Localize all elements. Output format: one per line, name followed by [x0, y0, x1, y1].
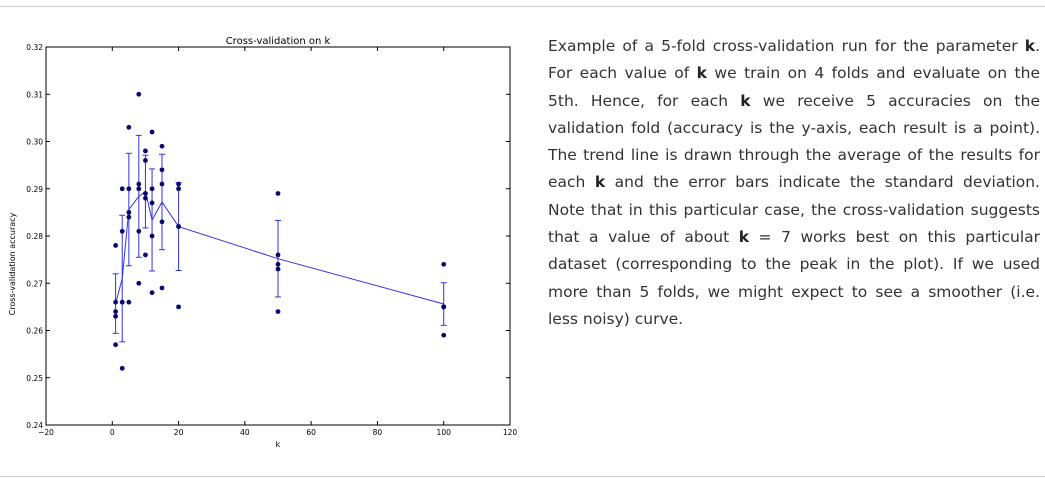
y-tick-label: 0.26 — [26, 327, 43, 336]
param-k: k — [740, 91, 751, 110]
y-tick-label: 0.28 — [26, 232, 43, 241]
data-point — [136, 280, 142, 286]
y-tick-label: 0.30 — [26, 138, 43, 147]
data-point — [143, 148, 148, 154]
data-point — [149, 129, 155, 135]
data-point — [441, 332, 447, 338]
data-point — [113, 342, 118, 348]
y-tick-label: 0.27 — [26, 279, 43, 288]
caption-text: Example of a 5-fold cross-validation run… — [548, 37, 1025, 55]
data-point — [149, 290, 155, 296]
param-k: k — [1024, 37, 1036, 55]
data-point — [159, 181, 165, 187]
x-tick-label: 20 — [174, 428, 184, 437]
bottom-divider — [0, 476, 1045, 477]
data-point — [143, 191, 148, 196]
y-tick-label: 0.32 — [26, 43, 43, 52]
data-point — [126, 214, 132, 220]
data-point — [136, 91, 142, 97]
data-point — [143, 252, 148, 258]
data-point — [136, 181, 142, 187]
y-tick-label: 0.24 — [26, 421, 43, 430]
y-tick-label: 0.29 — [26, 185, 43, 194]
data-point — [159, 219, 165, 225]
x-axis-label: k — [276, 440, 281, 449]
data-point — [275, 309, 281, 314]
data-point — [159, 143, 165, 149]
data-point — [143, 195, 148, 201]
caption-text: we receive 5 accuracies on the validatio… — [548, 91, 1040, 192]
param-k: k — [594, 173, 606, 192]
data-point — [176, 224, 181, 229]
chart-title: Cross-validation on k — [226, 36, 331, 47]
x-tick-label: 60 — [306, 428, 316, 437]
data-point — [149, 186, 155, 192]
data-point — [149, 233, 155, 239]
data-point — [176, 304, 181, 310]
data-point — [126, 124, 132, 130]
data-point — [149, 200, 155, 206]
data-point — [275, 191, 281, 196]
data-point — [159, 285, 165, 291]
data-point — [113, 299, 118, 305]
top-divider — [0, 6, 1045, 7]
data-point — [176, 181, 181, 187]
caption-text: and the error bars indicate the standard… — [548, 173, 1040, 247]
data-point — [119, 365, 125, 371]
data-point — [113, 243, 118, 248]
data-point — [119, 228, 125, 234]
param-k: k — [738, 228, 750, 247]
data-point — [275, 252, 281, 258]
y-tick-label: 0.31 — [26, 90, 43, 99]
data-point — [275, 266, 281, 272]
y-tick-label: 0.25 — [26, 374, 43, 383]
figure-caption: Example of a 5-fold cross-validation run… — [548, 33, 1040, 333]
x-tick-label: 0 — [110, 428, 115, 437]
plot-area: −20 0 20 40 60 80 100 120 0.24 0.25 0.26 0.27 0.28 0.… — [26, 43, 517, 437]
data-point — [119, 186, 125, 192]
data-point — [143, 158, 148, 163]
data-point — [113, 313, 118, 319]
trend-line — [115, 190, 444, 305]
data-point — [176, 186, 181, 192]
y-axis-label: Cross-validation accuracy — [8, 212, 17, 315]
x-tick-label: 100 — [437, 428, 452, 437]
param-k: k — [696, 64, 707, 83]
data-point — [126, 299, 132, 305]
x-tick-label: 40 — [240, 428, 250, 437]
data-point — [126, 186, 132, 192]
data-point — [441, 261, 447, 267]
data-point — [136, 186, 142, 192]
x-tick-label: −20 — [38, 428, 54, 437]
x-tick-label: 120 — [503, 428, 518, 437]
data-point — [441, 304, 447, 310]
data-point — [113, 309, 118, 314]
data-point — [136, 228, 142, 234]
data-point — [119, 299, 125, 305]
data-point — [275, 261, 281, 267]
caption-text: we train on 4 folds and evaluate on the … — [548, 64, 1040, 110]
data-point — [159, 167, 165, 173]
data-point — [126, 209, 132, 215]
x-tick-label: 80 — [373, 428, 383, 437]
caption-text: = 7 works best on this particular datase… — [548, 228, 1041, 328]
cross-validation-chart: Cross-validation on k Cross-validation a… — [8, 36, 517, 449]
caption-text: . For each value of — [548, 37, 1040, 83]
